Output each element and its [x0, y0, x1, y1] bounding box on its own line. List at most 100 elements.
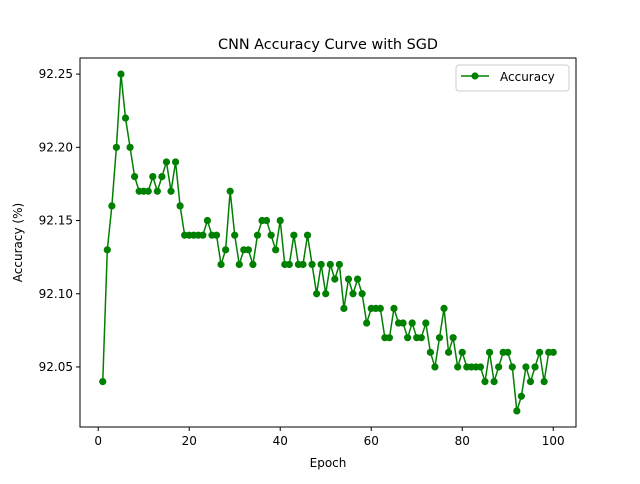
data-point	[340, 304, 348, 312]
data-point	[444, 348, 453, 356]
data-point	[267, 231, 275, 239]
data-point	[290, 231, 298, 239]
x-axis-label: Epoch	[310, 456, 347, 470]
data-point	[540, 378, 548, 386]
data-point	[176, 202, 184, 210]
data-point	[153, 187, 161, 195]
data-point	[103, 246, 111, 254]
data-point	[526, 378, 535, 386]
data-point	[440, 304, 448, 312]
data-point	[317, 260, 325, 269]
data-point	[495, 363, 503, 371]
data-point	[144, 187, 152, 195]
x-tick-label: 100	[542, 434, 565, 448]
data-point	[117, 70, 125, 78]
data-point	[162, 158, 171, 166]
data-point	[203, 216, 212, 225]
legend-marker-swatch	[471, 72, 479, 80]
plot-frame	[79, 57, 577, 428]
data-point	[449, 334, 457, 342]
data-point	[399, 319, 407, 327]
x-tick-label: 40	[273, 434, 288, 448]
data-point	[335, 260, 343, 269]
data-point	[262, 216, 271, 225]
data-point	[376, 304, 384, 312]
data-point	[481, 378, 489, 386]
data-point	[158, 173, 166, 181]
data-point	[353, 275, 362, 283]
data-point	[549, 348, 557, 356]
data-point	[435, 334, 444, 342]
data-point	[508, 363, 516, 371]
data-point	[431, 363, 439, 371]
data-point	[285, 260, 293, 269]
data-point	[417, 334, 425, 342]
data-point	[308, 260, 316, 269]
data-point	[535, 348, 544, 356]
data-point	[326, 260, 334, 269]
data-point	[112, 143, 121, 151]
legend-entry-label: Accuracy	[500, 70, 555, 84]
data-point	[490, 378, 498, 386]
data-point	[226, 187, 234, 195]
series-layer	[99, 70, 557, 415]
data-point	[522, 363, 530, 371]
data-point	[476, 363, 485, 371]
data-point	[272, 246, 280, 254]
y-axis: 92.05 92.10 92.15 92.20 92.25	[39, 67, 80, 374]
data-point	[199, 231, 207, 239]
data-point	[167, 187, 175, 195]
data-point	[253, 231, 262, 239]
data-point	[313, 290, 321, 298]
data-point	[426, 348, 434, 356]
legend-box	[455, 64, 570, 92]
data-point	[531, 363, 539, 371]
legend: Accuracy	[455, 64, 570, 92]
x-tick-label: 80	[455, 434, 470, 448]
data-point	[408, 319, 416, 327]
data-point	[217, 260, 225, 269]
data-point	[344, 275, 353, 283]
data-point	[454, 363, 462, 371]
data-point	[249, 260, 257, 269]
data-point	[358, 290, 366, 298]
data-point	[131, 173, 139, 181]
chart-title: CNN Accuracy Curve with SGD	[218, 37, 438, 53]
data-point	[99, 378, 107, 386]
data-point	[149, 173, 157, 181]
data-point	[212, 231, 221, 239]
data-point	[363, 319, 371, 327]
data-point	[222, 246, 230, 254]
data-point	[231, 231, 239, 239]
data-point	[404, 334, 412, 342]
data-point	[322, 290, 330, 298]
data-point	[331, 275, 339, 283]
data-point	[385, 334, 394, 342]
data-point	[504, 348, 512, 356]
x-tick-label: 0	[94, 434, 102, 448]
x-tick-label: 60	[364, 434, 379, 448]
data-point	[235, 260, 243, 269]
data-point	[422, 319, 430, 327]
data-point	[513, 407, 521, 415]
data-point	[108, 202, 116, 210]
data-point	[303, 231, 312, 239]
data-point	[244, 246, 252, 254]
data-point	[485, 348, 494, 356]
y-tick-label: 92.10	[39, 287, 73, 301]
data-point	[171, 158, 180, 166]
data-point	[121, 114, 130, 122]
data-point	[517, 392, 525, 400]
data-point	[299, 260, 307, 269]
data-point	[126, 143, 134, 151]
x-tick-label: 20	[182, 434, 197, 448]
y-tick-label: 92.05	[39, 360, 73, 374]
y-axis-label: Accuracy (%)	[11, 203, 25, 282]
y-tick-label: 92.20	[39, 140, 73, 154]
data-point	[349, 290, 357, 298]
y-tick-label: 92.25	[39, 67, 73, 81]
x-axis: 0 20 40 60 80 100	[94, 427, 565, 448]
y-tick-label: 92.15	[39, 214, 73, 228]
